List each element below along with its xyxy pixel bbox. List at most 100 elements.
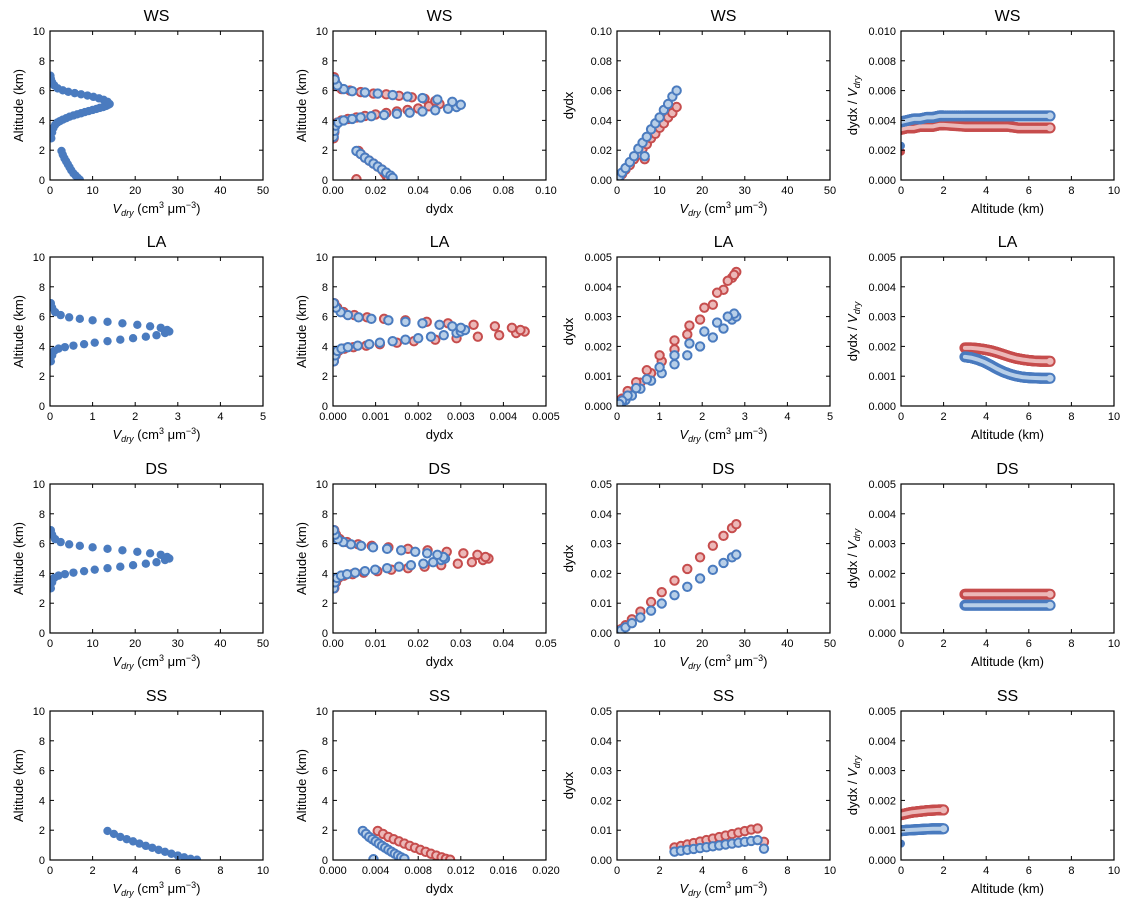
- data-point: [118, 546, 127, 555]
- band-line: [901, 113, 1053, 124]
- data-point: [752, 823, 763, 834]
- panel-15: SS 0 2 4 6 8 10 0.00 0.01 0.02 0.03 0.04 0.05 Vdry (c…: [561, 688, 836, 898]
- data-point: [378, 109, 390, 121]
- y-tick-label: 2: [322, 825, 328, 837]
- x-tick-label: 0: [898, 638, 904, 650]
- plot-frame: [49, 483, 264, 634]
- panel-title: WS: [144, 8, 170, 25]
- data-point: [707, 332, 719, 343]
- data-point: [69, 568, 78, 577]
- x-axis-label: Altitude (km): [971, 427, 1044, 442]
- data-point: [728, 269, 740, 281]
- series-band-red: [959, 342, 1056, 367]
- data-point: [400, 334, 411, 345]
- y-tick-label: 8: [322, 509, 328, 521]
- y-axis-label: Altitude (km): [11, 69, 26, 142]
- y-tick-label: 6: [39, 539, 45, 551]
- y-tick-label: 8: [322, 282, 328, 294]
- x-tick-label: 0.00: [322, 185, 343, 197]
- data-point: [145, 322, 155, 331]
- y-tick-label: 0.01: [591, 598, 612, 610]
- data-point: [148, 843, 157, 852]
- data-point: [387, 335, 398, 347]
- y-tick-label: 0: [322, 855, 328, 867]
- x-tick-label: 8: [1068, 865, 1074, 877]
- panel-title: DS: [428, 461, 450, 478]
- data-point: [116, 562, 125, 571]
- series-ring-blue: [669, 834, 770, 857]
- data-point: [128, 334, 138, 343]
- y-axis-label: Altitude (km): [294, 522, 309, 595]
- y-tick-label: 2: [39, 825, 45, 837]
- data-point: [381, 562, 393, 574]
- data-marks: [901, 110, 1056, 156]
- x-tick-label: 10: [86, 638, 98, 650]
- y-tick-label: 10: [316, 252, 328, 264]
- data-point: [118, 319, 127, 328]
- data-point: [387, 172, 398, 180]
- x-tick-label: 4: [699, 865, 705, 877]
- data-point: [60, 342, 70, 352]
- series-ring-red: [372, 825, 456, 860]
- x-tick-label: 3: [175, 411, 181, 423]
- panel-title: LA: [714, 234, 734, 251]
- y-tick-label: 0.003: [868, 539, 896, 551]
- data-point: [641, 365, 653, 376]
- data-point: [654, 362, 665, 373]
- plot-frame: [332, 30, 547, 181]
- data-point: [64, 313, 74, 322]
- series-dot-blue: [50, 525, 174, 593]
- y-tick-label: 0.002: [868, 145, 896, 157]
- data-marks: [357, 825, 456, 860]
- plot-frame: [900, 256, 1115, 407]
- data-point: [669, 575, 680, 586]
- x-tick-label: 0: [47, 185, 53, 197]
- x-tick-label: 0.05: [535, 638, 556, 650]
- x-tick-label: 0.02: [365, 185, 386, 197]
- x-axis-label: Vdry (cm3 μm−3): [679, 880, 767, 898]
- data-point: [368, 854, 379, 860]
- x-tick-label: 2: [699, 411, 705, 423]
- x-tick-label: 8: [784, 865, 790, 877]
- data-point: [682, 350, 693, 361]
- panel-title: SS: [713, 688, 734, 705]
- y-tick-label: 10: [33, 26, 45, 38]
- data-point: [639, 150, 650, 162]
- panel-1: WS 0 10 20 30 40 50 0 2 4 6 8 10 Vdry (cm3 μm−3) Altit…: [11, 8, 269, 218]
- y-tick-label: 4: [322, 115, 328, 127]
- x-tick-label: 4: [983, 185, 989, 197]
- x-tick-label: 0: [614, 638, 620, 650]
- data-point: [355, 540, 367, 552]
- data-point: [452, 558, 464, 569]
- y-axis-label: dydx / Vdry: [845, 301, 862, 361]
- x-tick-label: 0.00: [322, 638, 343, 650]
- plot-frame: [49, 710, 264, 861]
- x-tick-label: 30: [172, 185, 184, 197]
- y-tick-label: 0.000: [868, 401, 896, 413]
- x-tick-label: 0.10: [535, 185, 556, 197]
- series-ring-blue: [333, 524, 451, 594]
- x-tick-label: 0.000: [319, 411, 347, 423]
- data-point: [381, 543, 393, 555]
- data-point: [141, 332, 151, 341]
- data-point: [694, 341, 706, 352]
- data-point: [669, 350, 680, 361]
- y-tick-label: 0.004: [584, 282, 612, 294]
- series-ring-blue: [333, 297, 471, 367]
- data-point: [333, 74, 340, 85]
- data-point: [711, 317, 723, 328]
- data-point: [103, 317, 112, 327]
- y-axis-label: Altitude (km): [294, 295, 309, 368]
- data-point: [393, 561, 405, 572]
- y-tick-label: 0.002: [868, 795, 896, 807]
- panel-5: LA 0 1 2 3 4 5 0 2 4 6 8 10 Vdry (cm3 μm−3) Altitude (…: [11, 234, 266, 444]
- data-point: [179, 853, 189, 860]
- y-tick-label: 0.000: [868, 855, 896, 867]
- data-point: [626, 617, 638, 629]
- outlier-point: [901, 141, 905, 150]
- plot-frame: [332, 483, 547, 634]
- data-point: [355, 112, 366, 123]
- y-tick-label: 0: [322, 401, 328, 413]
- x-axis-label: Vdry (cm3 μm−3): [112, 426, 200, 444]
- data-point: [79, 566, 89, 576]
